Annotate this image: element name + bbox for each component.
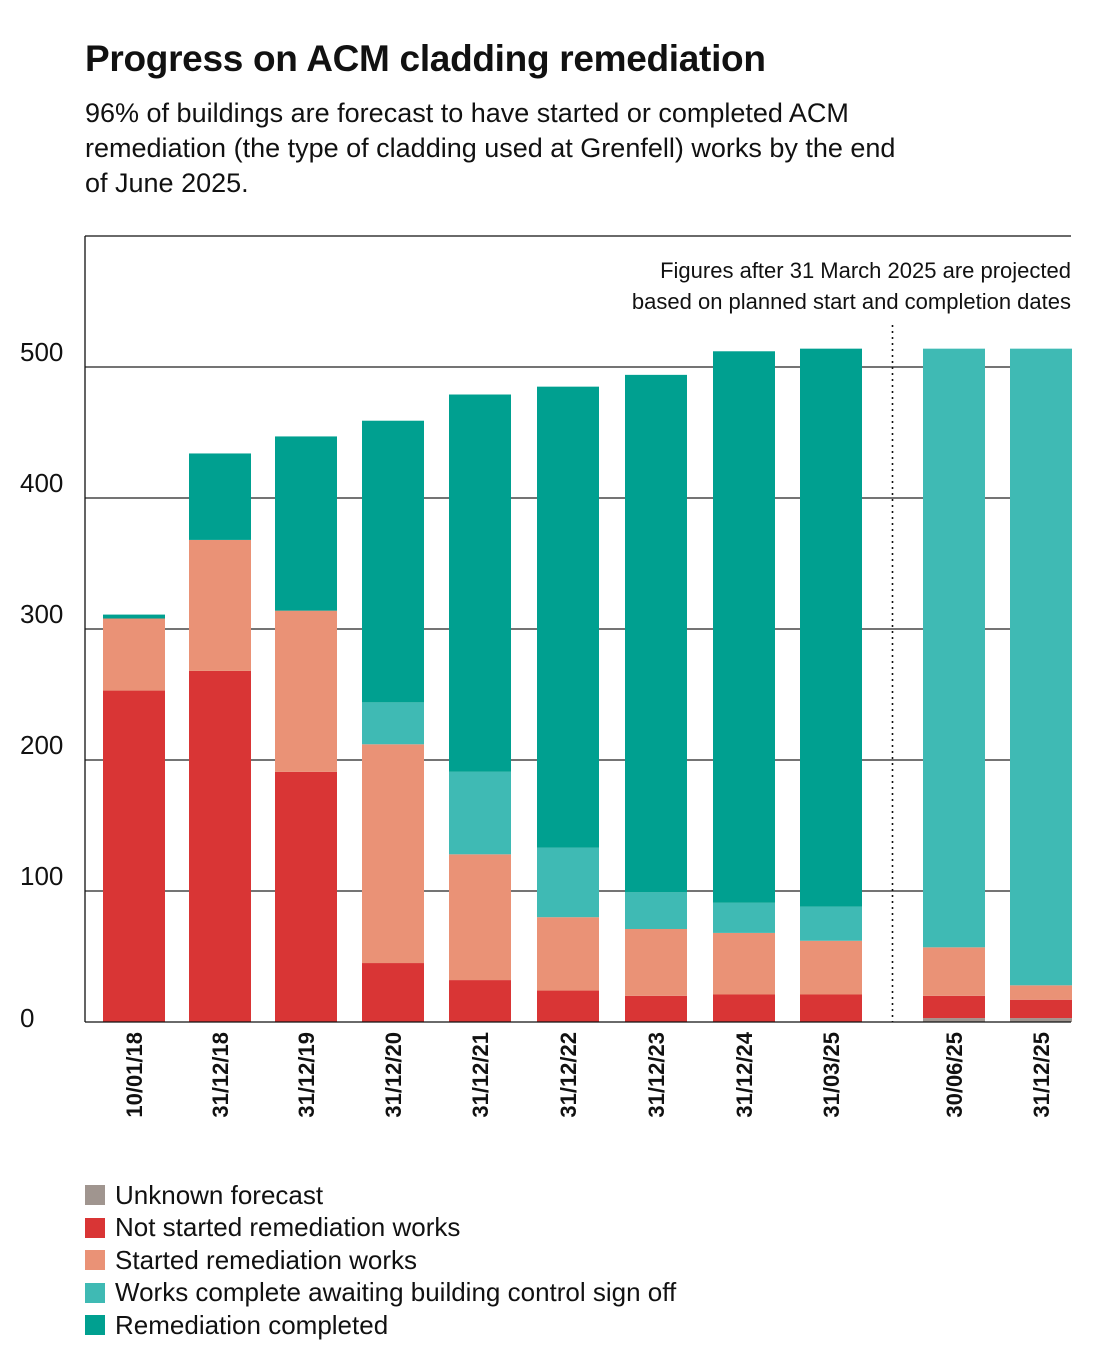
legend-item: Started remediation works [85, 1244, 676, 1277]
bar-segment [103, 618, 165, 691]
legend-item: Not started remediation works [85, 1212, 676, 1245]
bar-segment [625, 995, 687, 1022]
x-tick-label: 30/06/25 [942, 1032, 967, 1118]
x-tick-label: 31/03/25 [819, 1032, 844, 1118]
bar-segment [537, 990, 599, 1022]
bars [103, 348, 1072, 1022]
chart-title: Progress on ACM cladding remediation [85, 38, 766, 79]
x-tick-label: 31/12/23 [644, 1032, 669, 1118]
bar-segment [275, 436, 337, 611]
legend-item: Remediation completed [85, 1309, 676, 1342]
x-axis: 10/01/18 31/12/18 31/12/19 31/12/20 31/12/21… [85, 1021, 1071, 1118]
bar-segment [800, 994, 862, 1022]
y-tick-label: 0 [20, 1003, 34, 1033]
bar-segment [362, 744, 424, 964]
bar-segment [713, 932, 775, 995]
legend-swatch [85, 1315, 105, 1336]
x-tick-label: 31/12/24 [732, 1031, 757, 1117]
y-tick-label: 500 [20, 337, 63, 367]
x-tick-label: 31/12/19 [294, 1032, 319, 1118]
bar-segment [625, 892, 687, 929]
x-tick-label: 31/12/21 [468, 1032, 493, 1118]
bar-segment [713, 351, 775, 903]
bar-segment [800, 940, 862, 995]
bar-segment [625, 374, 687, 893]
x-tick-label: 31/12/18 [208, 1032, 233, 1118]
legend-label: Unknown forecast [115, 1179, 324, 1210]
legend-swatch [85, 1282, 105, 1303]
bar-segment [537, 386, 599, 848]
legend-item: Unknown forecast [85, 1179, 676, 1212]
bar-segment [275, 771, 337, 1022]
bar-segment [713, 902, 775, 933]
bar-segment [189, 453, 251, 540]
bar-segment [923, 947, 985, 996]
x-tick-label: 31/12/20 [381, 1032, 406, 1118]
bar-segment [923, 348, 985, 948]
bar-segment [449, 771, 511, 855]
bar-segment [103, 690, 165, 1022]
bar-segment [275, 610, 337, 772]
stacked-bar-chart: 0 100 200 300 400 500 10/01/18 31/12/18 31/12/1… [20, 235, 1072, 1118]
bar-segment [449, 980, 511, 1022]
bar-segment [362, 420, 424, 703]
y-tick-label: 200 [20, 730, 63, 760]
bar-segment [923, 995, 985, 1019]
bar-segment [189, 539, 251, 671]
bar-segment [103, 614, 165, 619]
bar-segment [713, 994, 775, 1022]
x-tick-label: 10/01/18 [122, 1032, 147, 1118]
bar-segment [1010, 999, 1072, 1019]
chart-subtitle: 96% of buildings are forecast to have st… [85, 98, 896, 198]
bar-segment [362, 702, 424, 745]
bar-segment [1010, 348, 1072, 986]
y-tick-label: 100 [20, 861, 63, 891]
bar-segment [800, 906, 862, 941]
legend-swatch [85, 1250, 105, 1271]
bar-segment [1010, 1018, 1072, 1022]
bar-segment [189, 670, 251, 1022]
legend-label: Remediation completed [115, 1309, 389, 1340]
legend-label: Started remediation works [115, 1244, 418, 1275]
legend-label: Not started remediation works [115, 1212, 461, 1243]
legend-swatch [85, 1185, 105, 1206]
legend: Unknown forecast Not started remediation … [85, 1179, 676, 1342]
bar-segment [537, 847, 599, 918]
bar-segment [923, 1018, 985, 1022]
projection-note-line-2: based on planned start and completion da… [632, 289, 1071, 314]
y-tick-label: 400 [20, 468, 63, 498]
y-axis: 0 100 200 300 400 500 [20, 236, 86, 1033]
projection-note-line-1: Figures after 31 March 2025 are projecte… [660, 258, 1071, 283]
bar-segment [800, 348, 862, 907]
bar-segment [449, 394, 511, 772]
bar-segment [625, 928, 687, 996]
bar-segment [1010, 985, 1072, 1000]
x-tick-label: 31/12/25 [1029, 1032, 1054, 1118]
bar-segment [449, 854, 511, 981]
y-tick-label: 300 [20, 599, 63, 629]
bar-segment [537, 917, 599, 991]
x-tick-label: 31/12/22 [556, 1032, 581, 1118]
legend-label: Works complete awaiting building control… [115, 1277, 677, 1308]
bar-segment [362, 963, 424, 1022]
legend-item: Works complete awaiting building control… [85, 1277, 676, 1310]
legend-swatch [85, 1217, 105, 1238]
